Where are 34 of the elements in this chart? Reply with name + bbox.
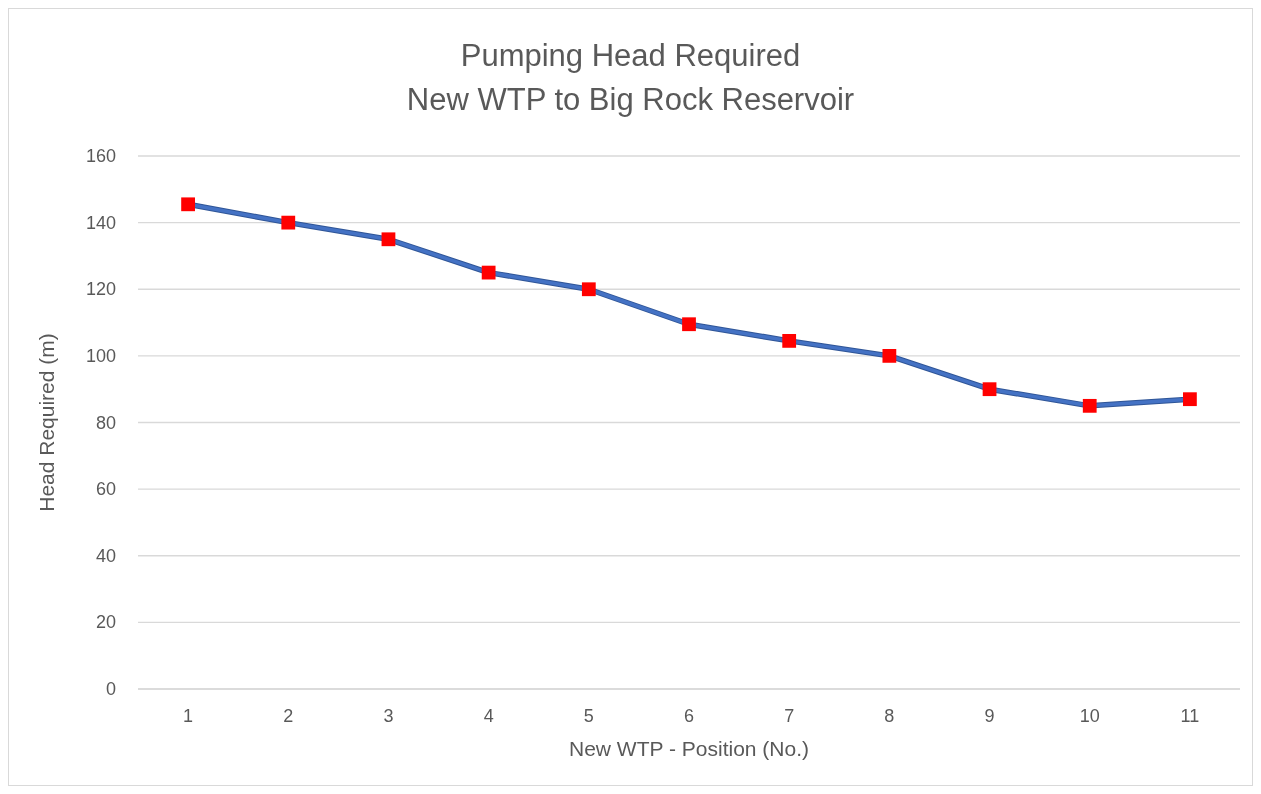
x-tick-label: 9 (984, 706, 995, 726)
point (281, 215, 296, 230)
point (782, 333, 797, 348)
point (1183, 392, 1197, 407)
y-tick-label: 140 (85, 212, 116, 233)
x-tick-label: 6 (683, 706, 695, 726)
x-tick-label: 7 (784, 706, 795, 726)
y-tick-label: 120 (85, 279, 116, 300)
y-tick-label: 20 (95, 612, 116, 633)
y-axis-title: Head Required (m) (35, 333, 58, 512)
point (381, 232, 396, 247)
point (882, 348, 897, 363)
point (982, 382, 997, 397)
y-tick-label: 60 (95, 479, 116, 500)
x-tick-label: 3 (383, 706, 394, 726)
point (1082, 398, 1097, 413)
x-tick-label: 8 (884, 706, 895, 726)
point (481, 265, 496, 280)
point (682, 317, 696, 332)
y-tick-label: 160 (85, 146, 116, 166)
y-tick-label: 80 (95, 412, 116, 433)
x-tick-label: 2 (283, 706, 294, 726)
x-axis-title: New WTP - Position (No.) (569, 737, 809, 760)
y-tick-label: 0 (105, 679, 116, 699)
point (581, 282, 596, 297)
point (181, 197, 195, 212)
y-tick-label: 40 (95, 545, 116, 566)
y-tick-label: 100 (85, 345, 116, 366)
x-tick-label: 5 (583, 706, 594, 726)
x-tick-label: 4 (483, 706, 494, 726)
x-tick-label: 1 (183, 706, 194, 726)
x-tick-label: 10 (1079, 706, 1100, 726)
x-tick-label: 11 (1180, 706, 1200, 726)
chart-title: Pumping Head Required New WTP to Big Rock Reservoir (406, 38, 855, 117)
